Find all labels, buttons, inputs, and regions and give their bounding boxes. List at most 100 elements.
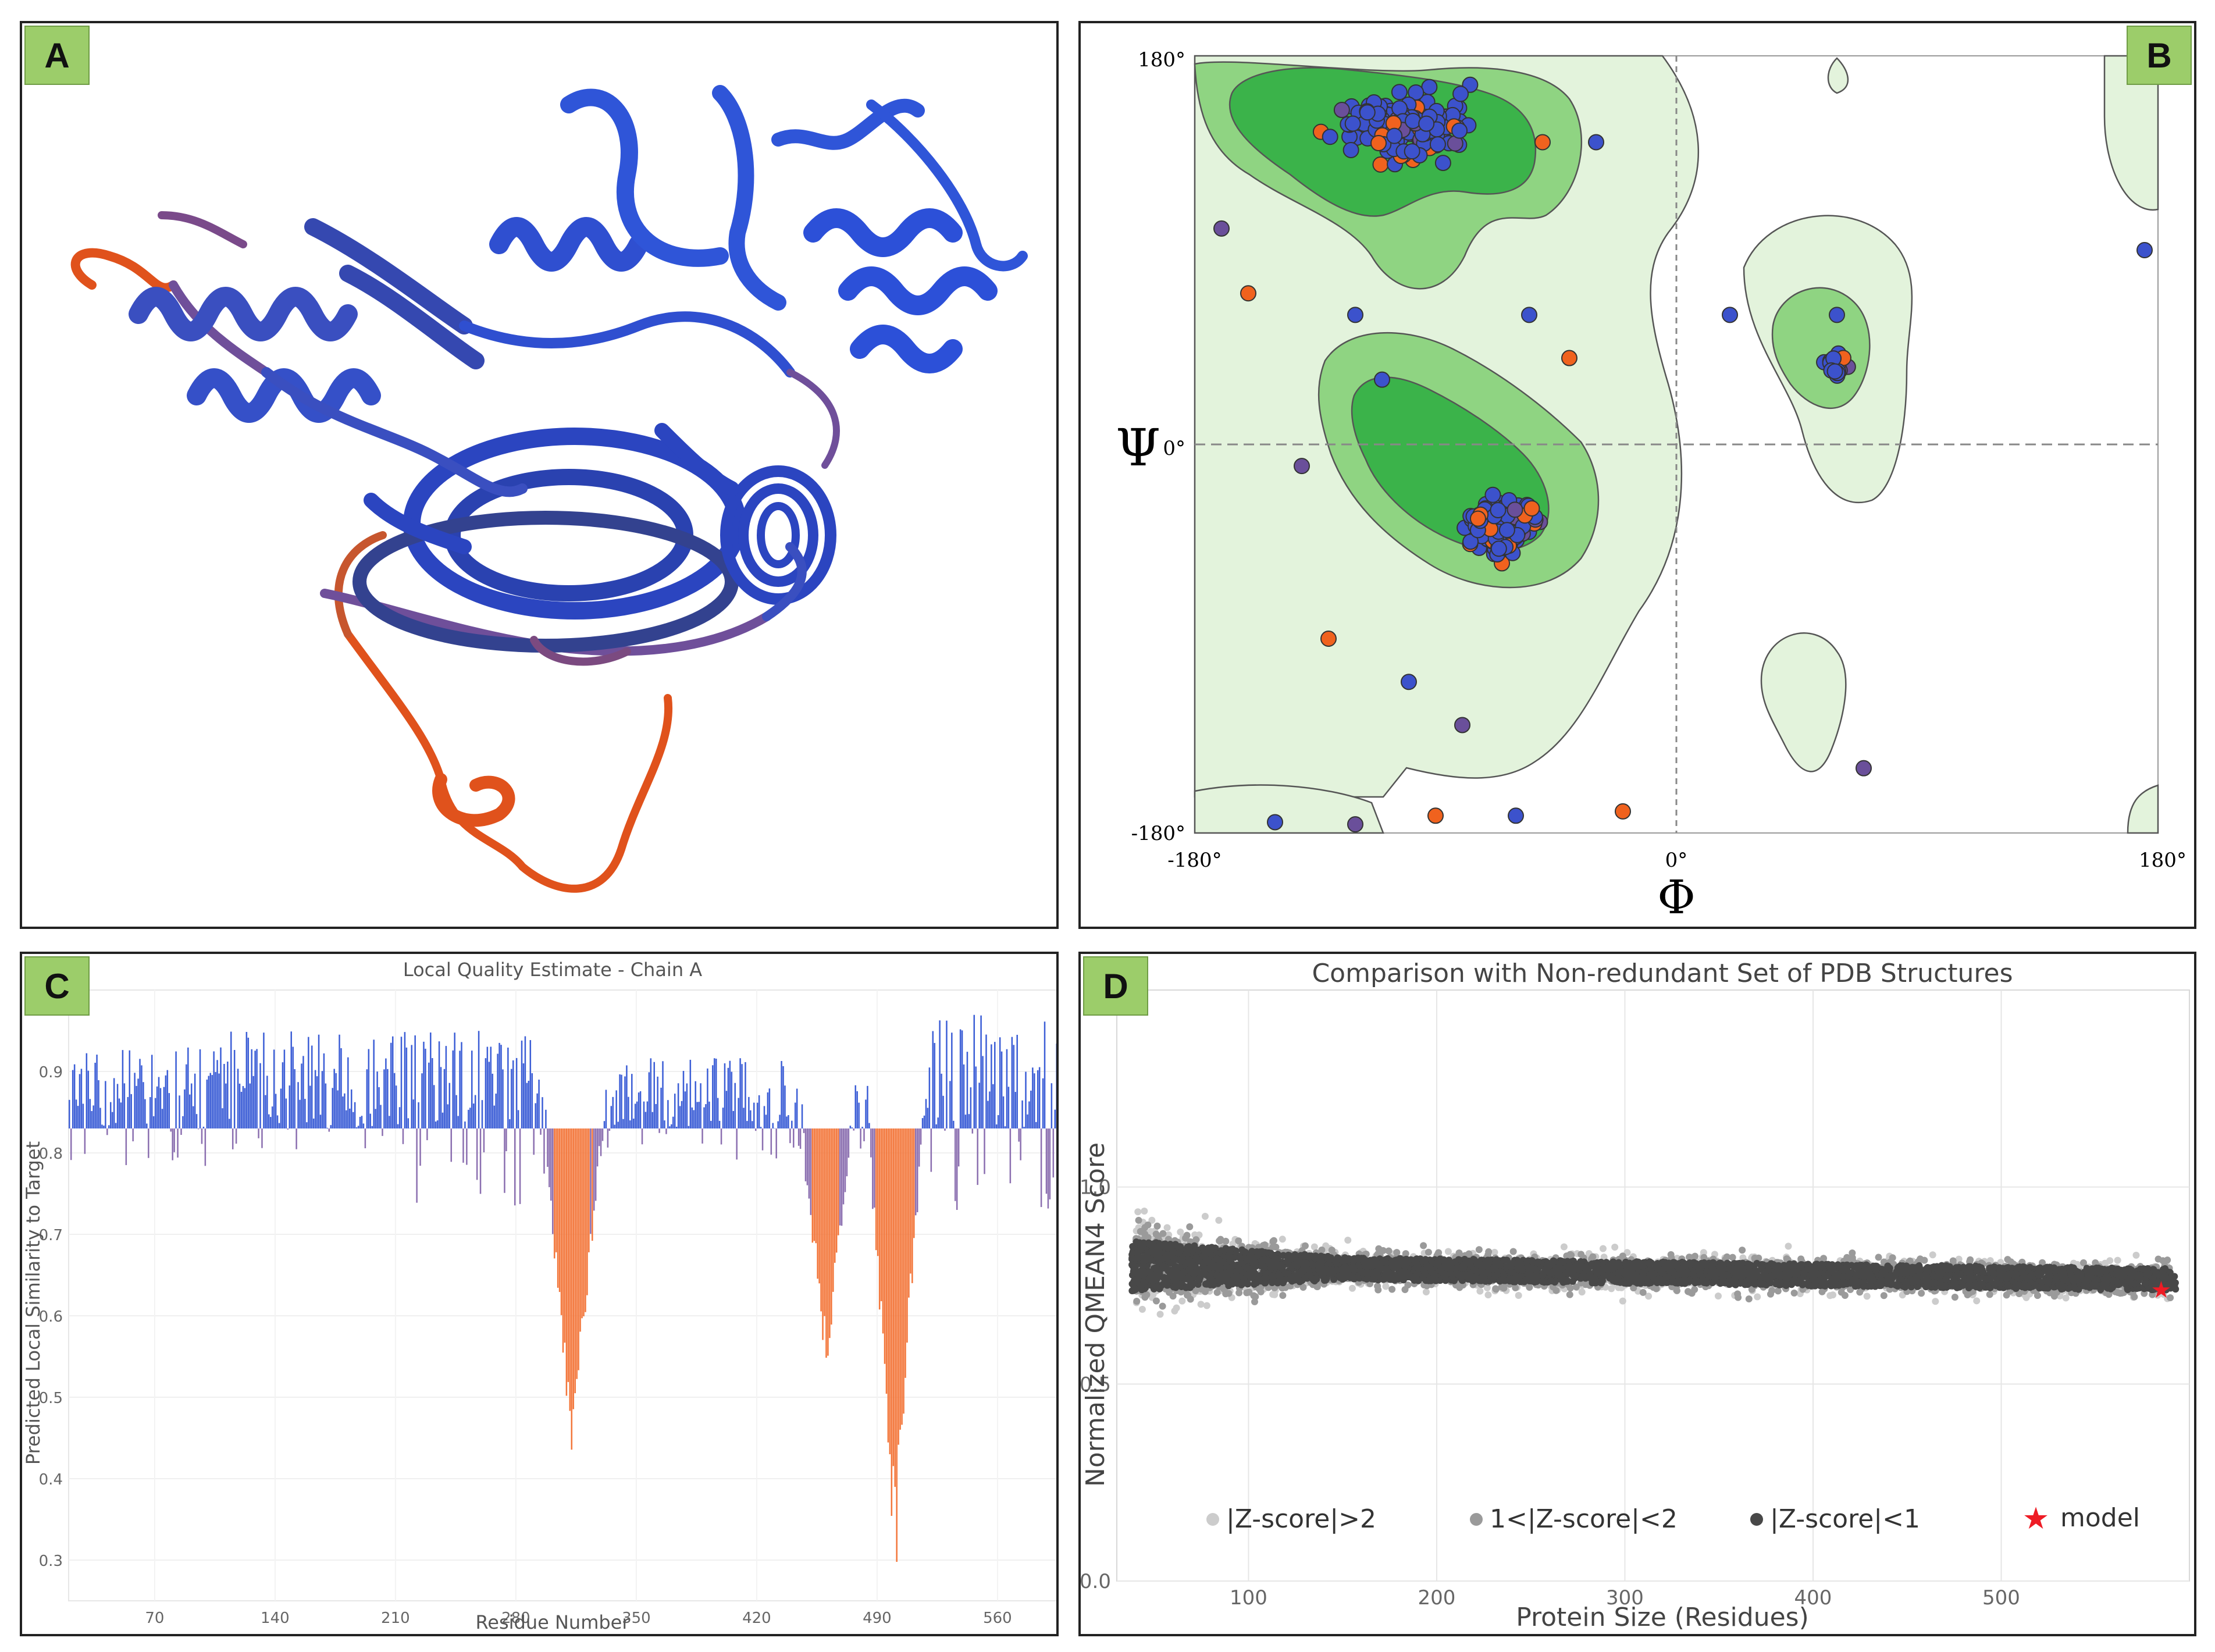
lq-bar bbox=[829, 1128, 831, 1338]
lq-bar bbox=[515, 1058, 518, 1128]
rama-residue-point bbox=[1404, 143, 1420, 160]
qm-point bbox=[1404, 1281, 1412, 1289]
lq-bar bbox=[679, 1106, 681, 1128]
qm-point bbox=[2034, 1292, 2041, 1299]
lq-bar bbox=[1004, 1126, 1006, 1128]
lq-bar bbox=[600, 1128, 602, 1156]
qm-point bbox=[1691, 1286, 1698, 1293]
qm-point bbox=[1271, 1291, 1279, 1298]
rama-residue-point bbox=[1521, 307, 1537, 323]
lq-bar bbox=[311, 1045, 313, 1128]
lq-bar bbox=[312, 1118, 315, 1128]
lq-bar bbox=[419, 1128, 421, 1166]
lq-bar bbox=[914, 1128, 917, 1216]
qm-point bbox=[1863, 1293, 1871, 1300]
rama-residue-point bbox=[1374, 371, 1390, 388]
lq-bar bbox=[867, 1085, 868, 1128]
lq-bar bbox=[717, 1098, 719, 1128]
lq-bar bbox=[86, 1053, 88, 1128]
qm-point bbox=[1152, 1297, 1160, 1305]
lq-bar bbox=[137, 1078, 139, 1128]
lq-bar bbox=[745, 1062, 746, 1128]
lq-bar bbox=[701, 1128, 703, 1144]
qm-point bbox=[1484, 1291, 1492, 1299]
lq-bar bbox=[216, 1060, 218, 1128]
lq-bar bbox=[225, 1083, 227, 1128]
lq-bar bbox=[861, 1127, 863, 1128]
lq-bar bbox=[382, 1128, 383, 1136]
qm-point bbox=[1552, 1287, 1560, 1294]
qm-point bbox=[2062, 1294, 2070, 1302]
lq-bar bbox=[115, 1123, 117, 1128]
lq-bar bbox=[168, 1093, 170, 1128]
lq-bar bbox=[738, 1098, 739, 1128]
lq-bar bbox=[946, 1020, 948, 1128]
lq-bar bbox=[238, 1083, 241, 1128]
rama-residue-point bbox=[1240, 285, 1256, 302]
lq-bar bbox=[500, 1045, 502, 1128]
lq-bar bbox=[259, 1063, 261, 1128]
lq-bar bbox=[997, 1115, 999, 1128]
lq-bar bbox=[1054, 1109, 1056, 1128]
qm-point bbox=[1183, 1231, 1191, 1239]
rama-residue-point bbox=[2136, 242, 2153, 258]
lq-bar bbox=[146, 1123, 148, 1128]
qm-point bbox=[1748, 1286, 1755, 1293]
lq-bar bbox=[261, 1128, 263, 1148]
lq-bar bbox=[122, 1050, 124, 1128]
lq-bar bbox=[698, 1102, 700, 1128]
qm-point bbox=[1255, 1285, 1263, 1293]
lq-bar bbox=[1040, 1128, 1042, 1208]
lq-bar bbox=[671, 1124, 672, 1128]
qm-point bbox=[1512, 1284, 1519, 1291]
lq-bar bbox=[636, 1101, 638, 1128]
lq-bar bbox=[352, 1112, 354, 1128]
lq-bar bbox=[276, 1115, 279, 1128]
lq-bar bbox=[794, 1102, 796, 1128]
lq-bar bbox=[354, 1102, 356, 1128]
qm-point bbox=[1252, 1293, 1259, 1301]
lq-bar bbox=[782, 1066, 784, 1128]
lq-bar bbox=[400, 1037, 403, 1128]
lq-ytick-label: 0.9 bbox=[39, 1064, 63, 1081]
lq-bar bbox=[154, 1098, 156, 1128]
lq-bar bbox=[863, 1128, 865, 1141]
lq-bar bbox=[884, 1128, 886, 1364]
rama-tick-phi-left: -180° bbox=[1167, 849, 1222, 872]
lq-bar bbox=[880, 1128, 882, 1301]
rama-region-outer-right-top bbox=[2103, 55, 2159, 211]
lq-bar bbox=[784, 1085, 786, 1128]
rama-residue-point bbox=[1490, 502, 1507, 519]
lq-bar bbox=[789, 1128, 791, 1144]
lq-bar bbox=[619, 1074, 621, 1128]
qm-point bbox=[1526, 1283, 1533, 1291]
rama-residue-point bbox=[1427, 807, 1444, 824]
lq-bar bbox=[129, 1050, 131, 1128]
qm-point bbox=[1951, 1293, 1958, 1301]
lq-bar bbox=[953, 1120, 955, 1128]
qm-point bbox=[1149, 1291, 1157, 1298]
lq-bar bbox=[108, 1125, 110, 1128]
qm-point bbox=[1700, 1249, 1707, 1256]
lq-bar bbox=[695, 1081, 696, 1128]
lq-bar bbox=[497, 1053, 498, 1128]
lq-bar bbox=[319, 1115, 322, 1128]
lq-bar bbox=[878, 1128, 881, 1310]
lq-bar bbox=[195, 1114, 198, 1128]
lq-bar bbox=[182, 1116, 184, 1128]
lq-bar bbox=[682, 1071, 685, 1128]
lq-bar bbox=[937, 1117, 939, 1128]
lq-bar bbox=[707, 1068, 708, 1128]
qm-point bbox=[1270, 1237, 1277, 1244]
lq-bar bbox=[507, 1047, 509, 1128]
lq-bar bbox=[123, 1083, 126, 1128]
panel-c-label: C bbox=[24, 956, 90, 1016]
lq-bar bbox=[572, 1128, 574, 1409]
lq-bar bbox=[985, 1034, 987, 1128]
lq-xtick-label: 350 bbox=[622, 1610, 651, 1627]
lq-bar bbox=[459, 1051, 461, 1128]
lq-bar bbox=[892, 1128, 895, 1466]
lq-bar bbox=[834, 1128, 836, 1263]
rama-residue-point bbox=[1462, 533, 1479, 550]
qm-point bbox=[1921, 1256, 1928, 1264]
